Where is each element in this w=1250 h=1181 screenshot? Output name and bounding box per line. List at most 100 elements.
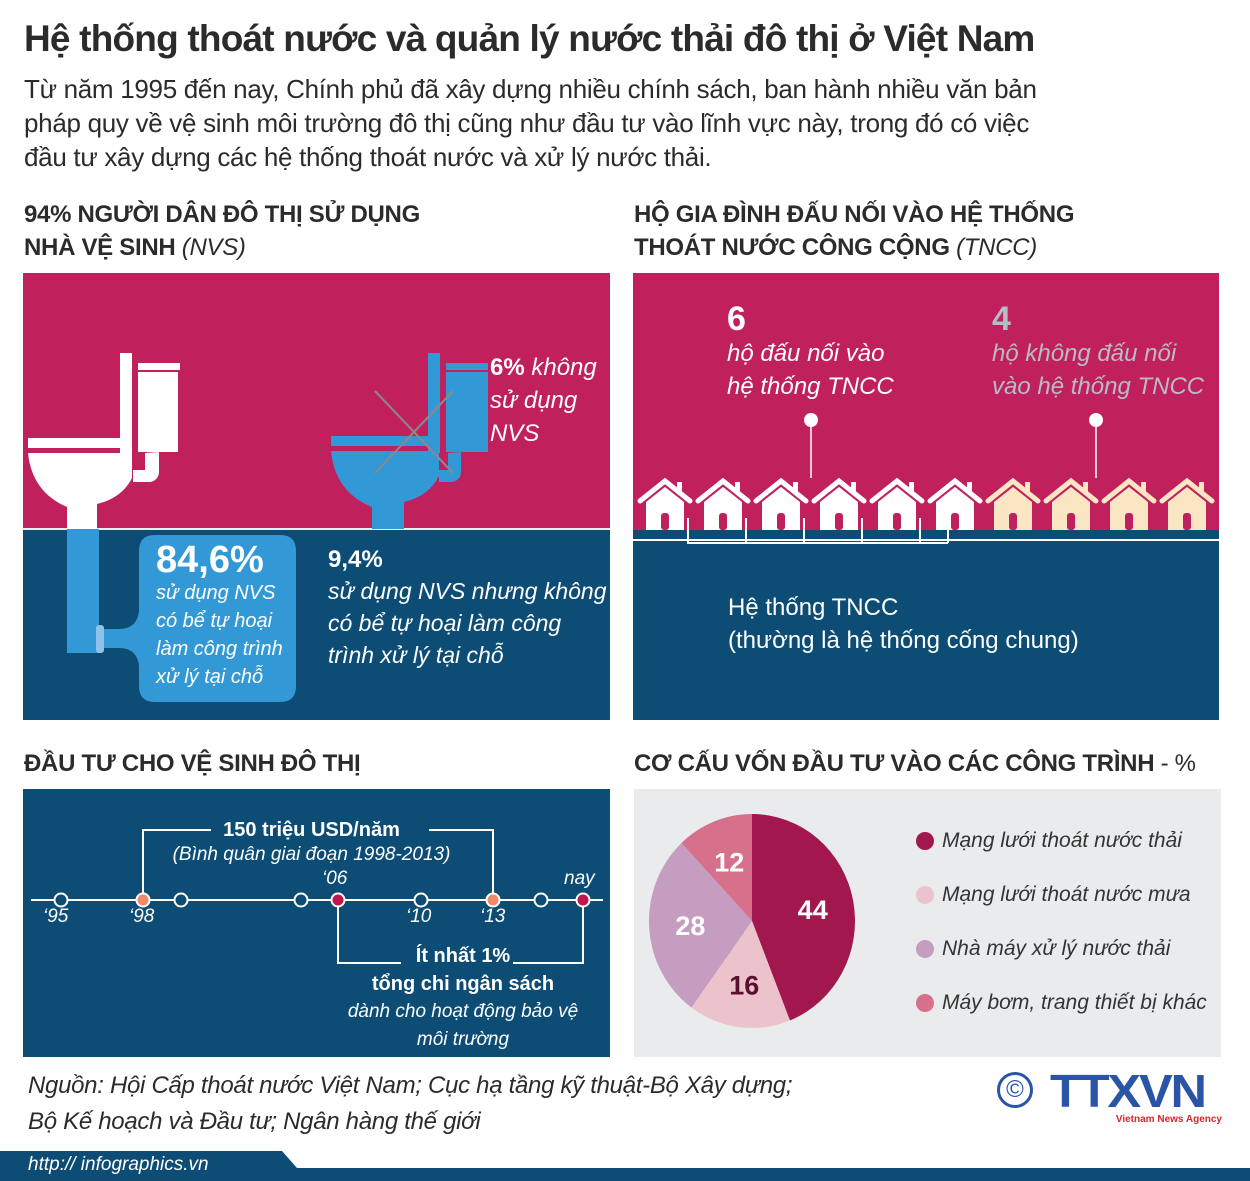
connected-house-icon — [756, 481, 806, 530]
heading-line: NHÀ VỆ SINH — [24, 234, 176, 261]
pie-slice-treatment-plant — [649, 843, 752, 1008]
stat-text: NVS — [490, 420, 540, 447]
source-line: Nguồn: Hội Cấp thoát nước Việt Nam; Cục … — [28, 1072, 793, 1099]
timeline-node — [173, 892, 189, 908]
timeline-node — [533, 892, 549, 908]
year-label-1995: ‘95 — [43, 906, 69, 927]
households-panel: 6 hộ đấu nối vào hệ thống TNCC 4 hộ khôn… — [633, 273, 1219, 720]
pin-markers — [804, 413, 1103, 478]
stat-text: sử dụng NVS nhưng không — [328, 578, 607, 604]
heading-abbr: (NVS) — [181, 234, 246, 261]
stat-text: hộ đấu nối vào — [727, 340, 885, 367]
bottom-bracket-label: Ít nhất 1% tổng chi ngân sách dành cho h… — [323, 942, 603, 1054]
label-line: Hệ thống TNCC — [728, 594, 899, 621]
pie-label: 28 — [675, 911, 705, 941]
stat-value: 84,6% — [156, 539, 264, 581]
timeline-node — [53, 892, 69, 908]
sewer-system-label: Hệ thống TNCC (thường là hệ thống cống c… — [728, 591, 1079, 657]
top-bracket-label: 150 triệu USD/năm (Bình quân giai đoạn 1… — [23, 817, 610, 867]
stat-text: sử dụng NVS — [156, 582, 276, 604]
crossed-toilet-icon — [331, 353, 488, 529]
intro-line: đầu tư xây dựng các hệ thống thoát nước … — [24, 142, 712, 172]
heading-line: HỘ GIA ĐÌNH ĐẤU NỐI VÀO HỆ THỐNG — [634, 201, 1075, 228]
year-label-2006: ‘06 — [322, 868, 348, 889]
source-note: Nguồn: Hội Cấp thoát nước Việt Nam; Cục … — [28, 1068, 793, 1140]
heading-text: CƠ CẤU VỐN ĐẦU TƯ VÀO CÁC CÔNG TRÌNH — [634, 750, 1155, 777]
houses-row — [633, 473, 1219, 544]
legend-label: Nhà máy xử lý nước thải — [942, 937, 1171, 960]
unconnected-house-icon — [988, 481, 1038, 530]
logo-text: TTXVN — [1050, 1065, 1207, 1117]
heading-line: THOÁT NƯỚC CÔNG CỘNG — [634, 234, 950, 261]
ttxvn-logo: TTXVN Vietnam News Agency — [1050, 1068, 1222, 1126]
year-label-1998: ‘98 — [129, 906, 155, 927]
underground-background — [23, 529, 610, 720]
stat-value: 4 — [992, 300, 1011, 338]
legend-item: Mạng lưới thoát nước mưa — [916, 868, 1207, 922]
stat-text: xử lý tại chỗ — [156, 666, 264, 688]
pie-slice-stormwater-network — [691, 921, 790, 1028]
pie-slice-pumps-equipment — [681, 814, 752, 921]
timeline-node-2013 — [485, 892, 501, 908]
connected-house-icon — [930, 481, 980, 530]
intro-paragraph: Từ năm 1995 đến nay, Chính phủ đã xây dự… — [24, 72, 1144, 174]
label-line: (thường là hệ thống cống chung) — [728, 627, 1079, 654]
stat-text: sử dụng — [490, 387, 578, 414]
website-link[interactable]: http:// infographics.vn — [28, 1154, 209, 1175]
pie-chart: 44 16 28 12 — [649, 814, 855, 1028]
connected-stat: 6 hộ đấu nối vào hệ thống TNCC — [727, 301, 894, 403]
legend-dot-icon — [916, 994, 934, 1012]
intro-line: pháp quy về vệ sinh môi trường đô thị cũ… — [24, 108, 1030, 138]
legend-item: Mạng lưới thoát nước thải — [916, 814, 1207, 868]
year-label-2010: ‘10 — [406, 906, 432, 927]
page-title: Hệ thống thoát nước và quản lý nước thải… — [24, 18, 1035, 59]
legend-dot-icon — [916, 940, 934, 958]
households-section-heading: HỘ GIA ĐÌNH ĐẤU NỐI VÀO HỆ THỐNG THOÁT N… — [634, 198, 1075, 264]
stat-text: vào hệ thống TNCC — [992, 373, 1205, 400]
logo-subtitle: Vietnam News Agency — [1115, 1114, 1222, 1125]
toilet-icon — [28, 353, 296, 702]
investment-timeline-panel: 150 triệu USD/năm (Bình quân giai đoạn 1… — [23, 789, 610, 1057]
pie-label: 16 — [729, 971, 759, 1001]
toilet-panel: 6% không sử dụng NVS 84,6% sử dụng NVS c… — [23, 273, 610, 720]
connected-house-icon — [814, 481, 864, 530]
heading-abbr: (TNCC) — [956, 234, 1037, 261]
no-septic-stat: 9,4% sử dụng NVS nhưng không có bể tự ho… — [328, 545, 607, 671]
copyright-icon: © — [997, 1072, 1033, 1108]
year-label-now: nay — [564, 868, 595, 889]
stat-text: hệ thống TNCC — [727, 373, 894, 400]
stat-text: hộ không đấu nối — [992, 340, 1177, 367]
legend-dot-icon — [916, 832, 934, 850]
timeline-graphic — [31, 829, 603, 964]
footer-bar — [0, 1151, 1250, 1181]
year-label-2013: ‘13 — [480, 906, 506, 927]
unconnected-house-icon — [1046, 481, 1096, 530]
stat-value: 9,4% — [328, 546, 383, 573]
timeline-node — [293, 892, 309, 908]
stat-text: làm công trình — [156, 638, 283, 660]
bracket-text: dành cho hoạt động bảo vệ — [347, 1001, 579, 1022]
pie-slice-wastewater-network — [752, 814, 855, 1021]
bracket-text: tổng chi ngân sách — [371, 973, 555, 995]
not-using-stat: 6% không sử dụng NVS — [490, 351, 597, 450]
copyright-symbol: © — [1006, 1076, 1024, 1103]
stat-text: không — [524, 354, 597, 381]
investment-section-heading: ĐẦU TƯ CHO VỆ SINH ĐÔ THỊ — [24, 750, 361, 777]
septic-stat: 84,6% sử dụng NVS có bể tự hoại làm công… — [156, 541, 283, 691]
stat-value: 6% — [490, 354, 525, 381]
bracket-value: 150 triệu USD/năm — [223, 819, 400, 841]
stat-text: trình xử lý tại chỗ — [328, 642, 504, 668]
source-line: Bộ Kế hoạch và Đầu tư; Ngân hàng thế giớ… — [28, 1108, 481, 1135]
legend-dot-icon — [916, 886, 934, 904]
structure-section-heading: CƠ CẤU VỐN ĐẦU TƯ VÀO CÁC CÔNG TRÌNH - % — [634, 747, 1196, 780]
timeline-node-1998 — [135, 892, 151, 908]
legend-label: Máy bơm, trang thiết bị khác — [942, 991, 1207, 1014]
stat-value: 6 — [727, 300, 746, 338]
connected-house-icon — [872, 481, 922, 530]
intro-line: Từ năm 1995 đến nay, Chính phủ đã xây dự… — [24, 74, 1037, 104]
legend-item: Máy bơm, trang thiết bị khác — [916, 976, 1207, 1030]
ground-line — [23, 528, 610, 530]
bracket-text: môi trường — [416, 1029, 510, 1050]
connected-house-icon — [640, 481, 690, 530]
pie-chart-panel: 44 16 28 12 Mạng lưới thoát nước thải Mạ… — [634, 789, 1221, 1057]
